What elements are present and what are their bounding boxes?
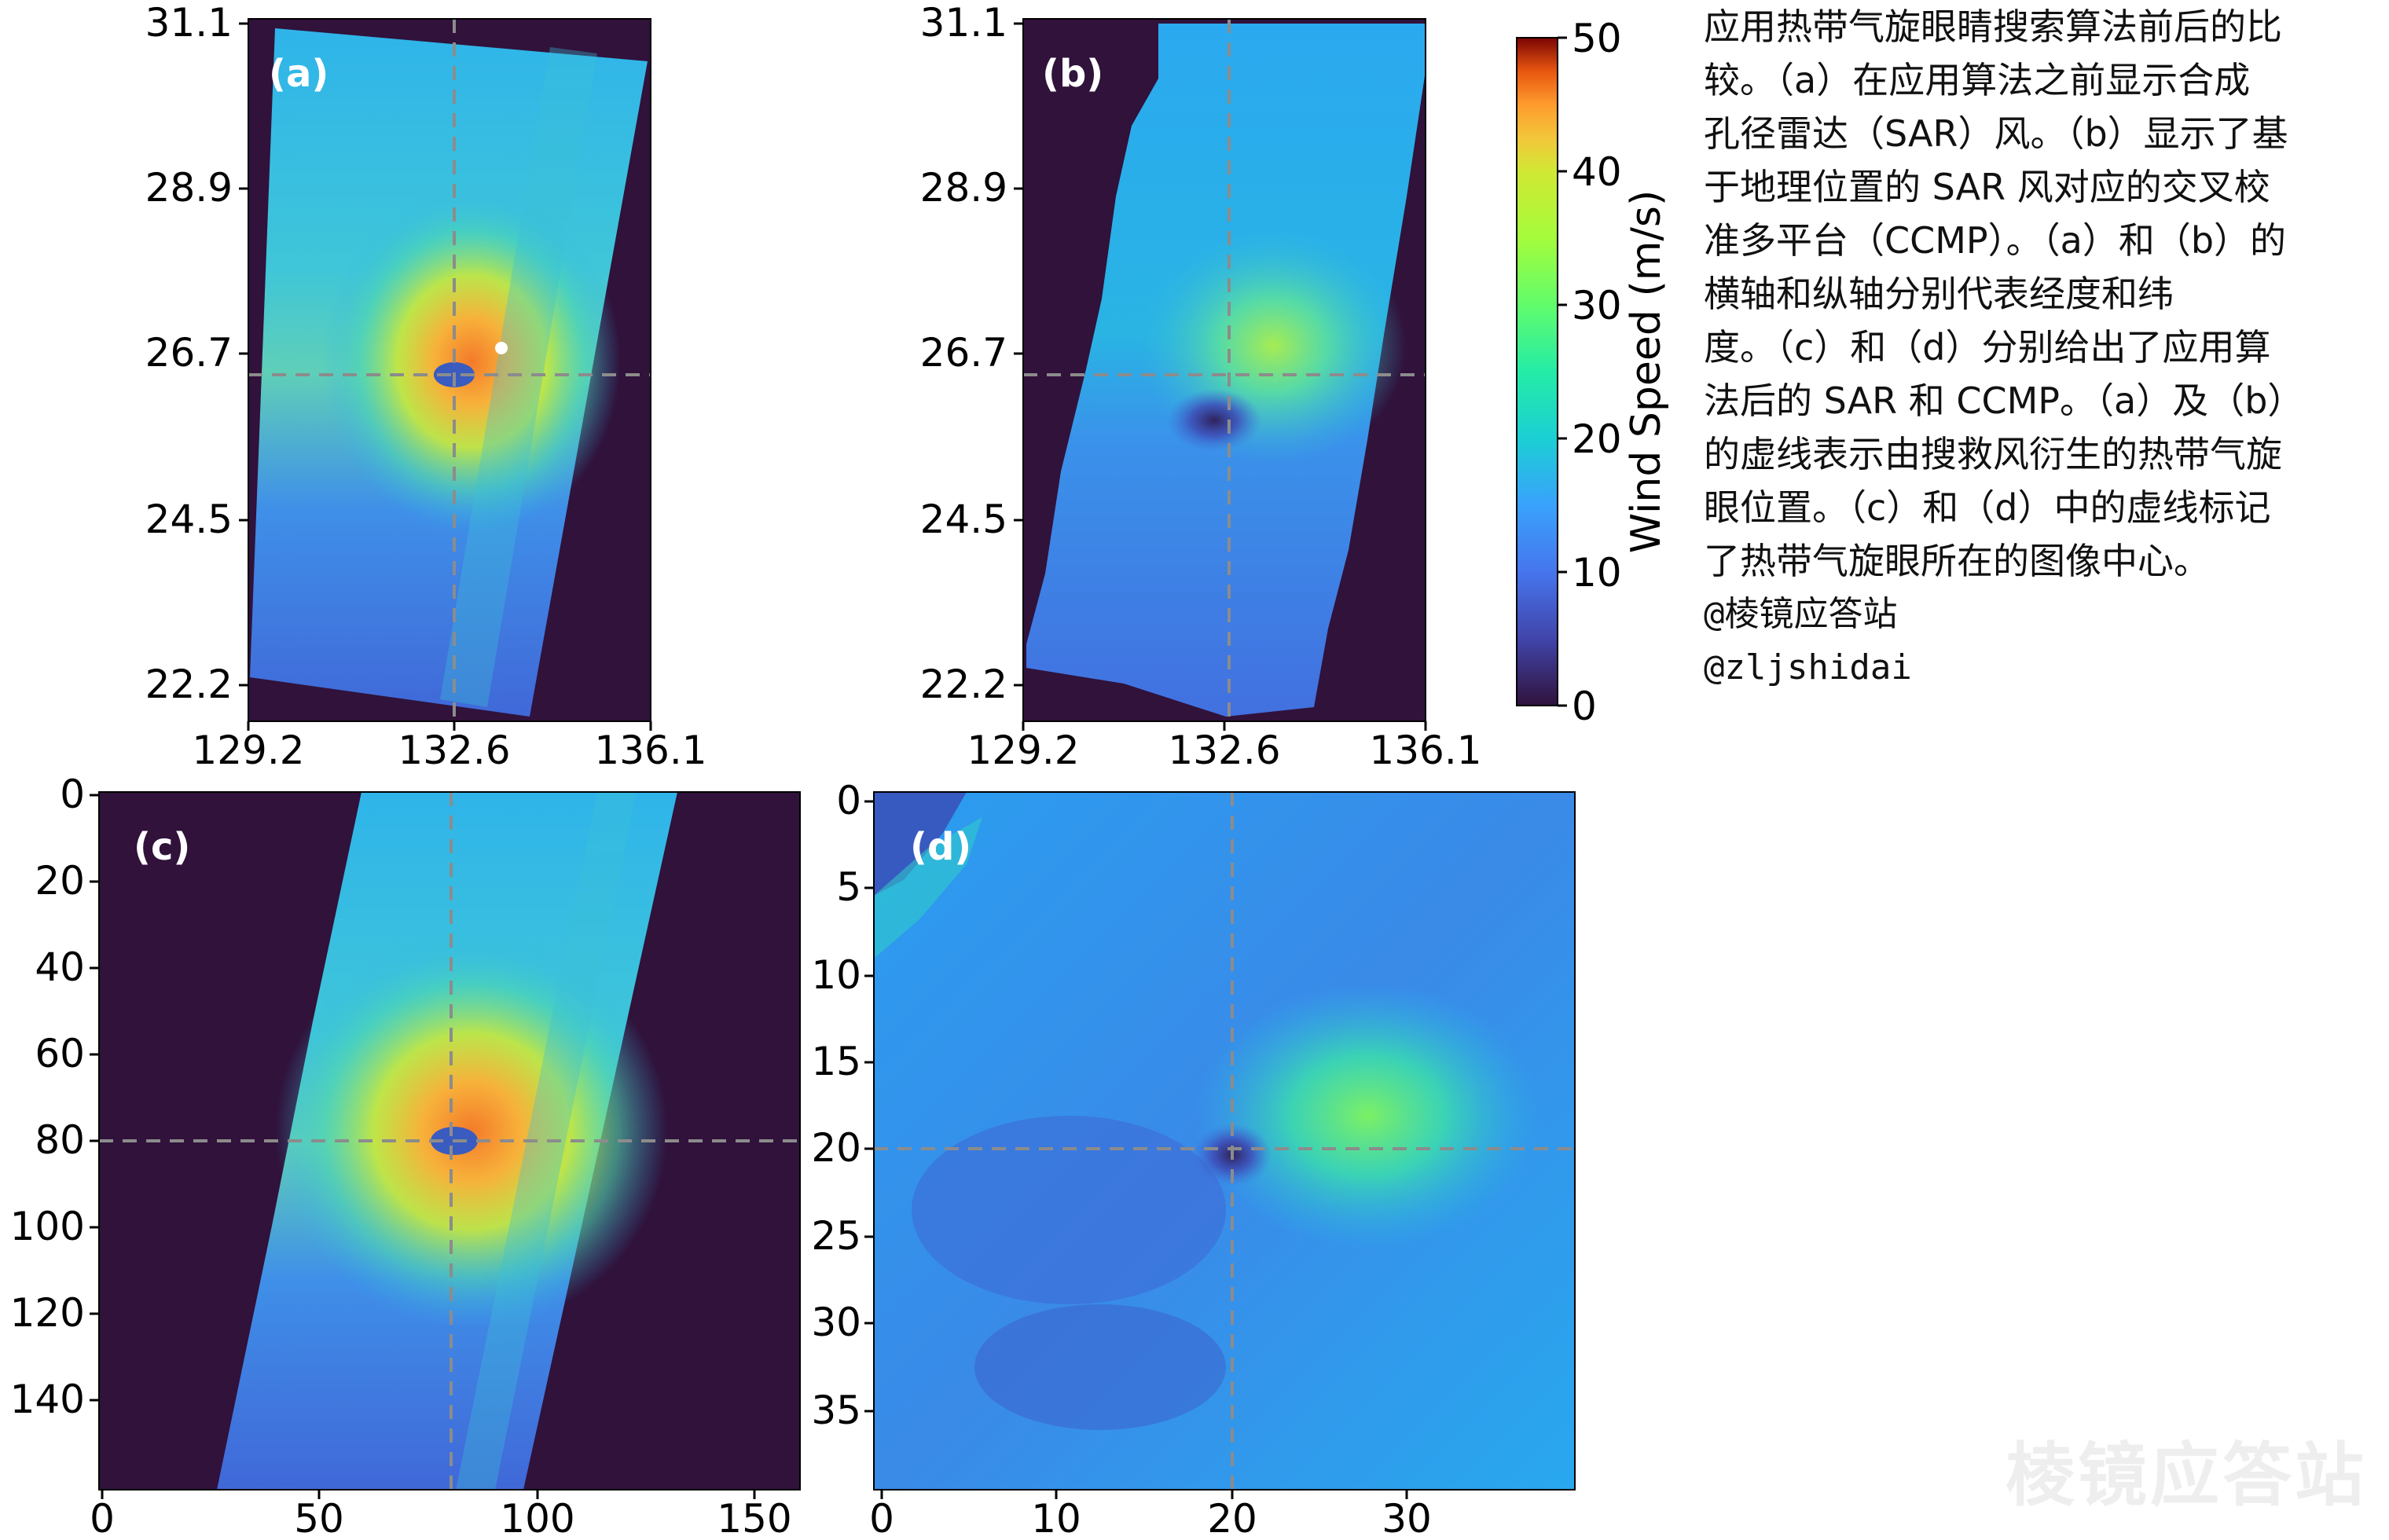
colorbar-tick-10: 10 [1572, 550, 1622, 596]
panel-c-ytick-1: 0 [60, 772, 85, 817]
caption-line: 度。（c）和（d）分别给出了应用算 [1704, 326, 2271, 368]
panel-a-xtick-3: 136.1 [594, 728, 706, 773]
panel-a-ytick-1: 31.1 [145, 0, 233, 46]
panel-b: (b) 31.1 28.9 26.7 24.5 22.2 129.2 132.6… [920, 0, 1482, 773]
panel-b-label: (b) [1042, 52, 1103, 96]
colorbar-tick-40: 40 [1572, 149, 1622, 195]
panel-a-xtick-2: 132.6 [398, 728, 510, 773]
panel-b-xtick-2: 132.6 [1168, 728, 1280, 773]
panel-a-ytick-5: 22.2 [145, 662, 233, 707]
caption-line: 横轴和纵轴分别代表经度和纬 [1704, 273, 2174, 315]
watermark: 棱镜应答站 [2005, 1435, 2367, 1516]
caption-line: 应用热带气旋眼睛搜索算法前后的比 [1704, 6, 2282, 48]
caption-line: 准多平台（CCMP）。（a）和（b）的 [1704, 219, 2287, 262]
panel-b-ccmp-swath [1026, 24, 1426, 717]
panel-d-ytick-4: 15 [811, 1039, 861, 1084]
panel-c-ytick-7: 120 [10, 1290, 85, 1336]
colorbar-tick-20: 20 [1572, 416, 1622, 462]
panel-c-ytick-5: 80 [35, 1117, 85, 1163]
panel-b-ytick-4: 24.5 [920, 497, 1007, 542]
panel-d-label: (d) [910, 825, 971, 869]
panel-b-ytick-5: 22.2 [920, 662, 1007, 707]
caption-line: 法后的 SAR 和 CCMP。（a）及（b） [1704, 380, 2304, 422]
colorbar-tick-30: 30 [1572, 283, 1622, 328]
panel-a-ytick-3: 26.7 [145, 330, 233, 376]
caption-line: 于地理位置的 SAR 风对应的交叉校 [1704, 166, 2270, 208]
panel-d-ytick-3: 10 [811, 952, 861, 998]
panel-c-ytick-2: 20 [35, 858, 85, 904]
colorbar-tick-0: 0 [1572, 684, 1597, 729]
panel-c-sar-swath [217, 792, 677, 1490]
panel-a-ytick-4: 24.5 [145, 497, 233, 542]
panel-b-xtick-3: 136.1 [1369, 728, 1481, 773]
caption-handle-2: @zljshidai [1704, 647, 1912, 688]
panel-d-ytick-1: 0 [836, 778, 861, 823]
panel-d-ytick-5: 20 [811, 1125, 861, 1171]
panel-c-xtick-1: 0 [90, 1496, 115, 1540]
panel-a-xtick-1: 129.2 [192, 728, 304, 773]
caption-line: 孔径雷达（SAR）风。（b）显示了基 [1704, 112, 2288, 155]
panel-a-sar-swath [250, 28, 648, 717]
caption-line: 眼位置。（c）和（d）中的虚线标记 [1704, 486, 2271, 529]
colorbar-gradient [1516, 37, 1558, 706]
panel-d: (d) 0 5 10 15 20 25 30 35 0 10 20 30 [811, 778, 1576, 1540]
panel-b-ytick-1: 31.1 [920, 0, 1007, 46]
panel-c-ytick-8: 140 [10, 1377, 85, 1422]
panel-d-xtick-2: 10 [1031, 1496, 1081, 1540]
caption-handle-1: @棱镜应答站 [1704, 594, 1898, 634]
colorbar-tick-50: 50 [1572, 16, 1622, 61]
panel-d-ytick-8: 35 [811, 1388, 861, 1433]
panel-d-ytick-2: 5 [836, 864, 861, 910]
caption-line: 了热带气旋眼所在的图像中心。 [1704, 540, 2210, 582]
panel-d-xtick-4: 30 [1382, 1496, 1432, 1540]
panel-b-ytick-2: 28.9 [920, 165, 1007, 211]
panel-c: (c) 0 20 40 60 80 100 120 140 0 50 100 1… [10, 772, 801, 1540]
panel-c-xtick-4: 150 [717, 1496, 791, 1540]
panel-b-ytick-3: 26.7 [920, 330, 1007, 376]
panel-b-xtick-1: 129.2 [967, 728, 1079, 773]
panel-c-ytick-3: 40 [35, 944, 85, 990]
caption: 应用热带气旋眼睛搜索算法前后的比 较。（a）在应用算法之前显示合成 孔径雷达（S… [1704, 0, 2381, 695]
panel-d-xtick-1: 0 [869, 1496, 894, 1540]
panel-c-xtick-3: 100 [500, 1496, 574, 1540]
colorbar-label: Wind Speed (m/s) [1623, 190, 1670, 554]
panel-a-eye-marker [495, 342, 508, 354]
panel-c-ytick-6: 100 [10, 1204, 85, 1249]
panel-c-label: (c) [134, 825, 190, 869]
panel-a-ytick-2: 28.9 [145, 165, 233, 211]
caption-line: 的虚线表示由搜救风衍生的热带气旋 [1704, 433, 2282, 475]
panel-d-ccmp-field [874, 792, 1540, 1430]
panel-d-ytick-6: 25 [811, 1213, 861, 1259]
colorbar: 50 40 30 20 10 0 Wind Speed (m/s) [1516, 16, 1670, 729]
panel-d-ytick-7: 30 [811, 1300, 861, 1345]
panel-d-xtick-3: 20 [1207, 1496, 1257, 1540]
panel-a-label: (a) [269, 52, 328, 96]
caption-line: 较。（a）在应用算法之前显示合成 [1704, 59, 2251, 101]
panel-a: (a) 31.1 28.9 26.7 24.5 22.2 129.2 132.6… [145, 0, 707, 773]
panel-c-ytick-4: 60 [35, 1031, 85, 1076]
panel-c-xtick-2: 50 [294, 1496, 344, 1540]
